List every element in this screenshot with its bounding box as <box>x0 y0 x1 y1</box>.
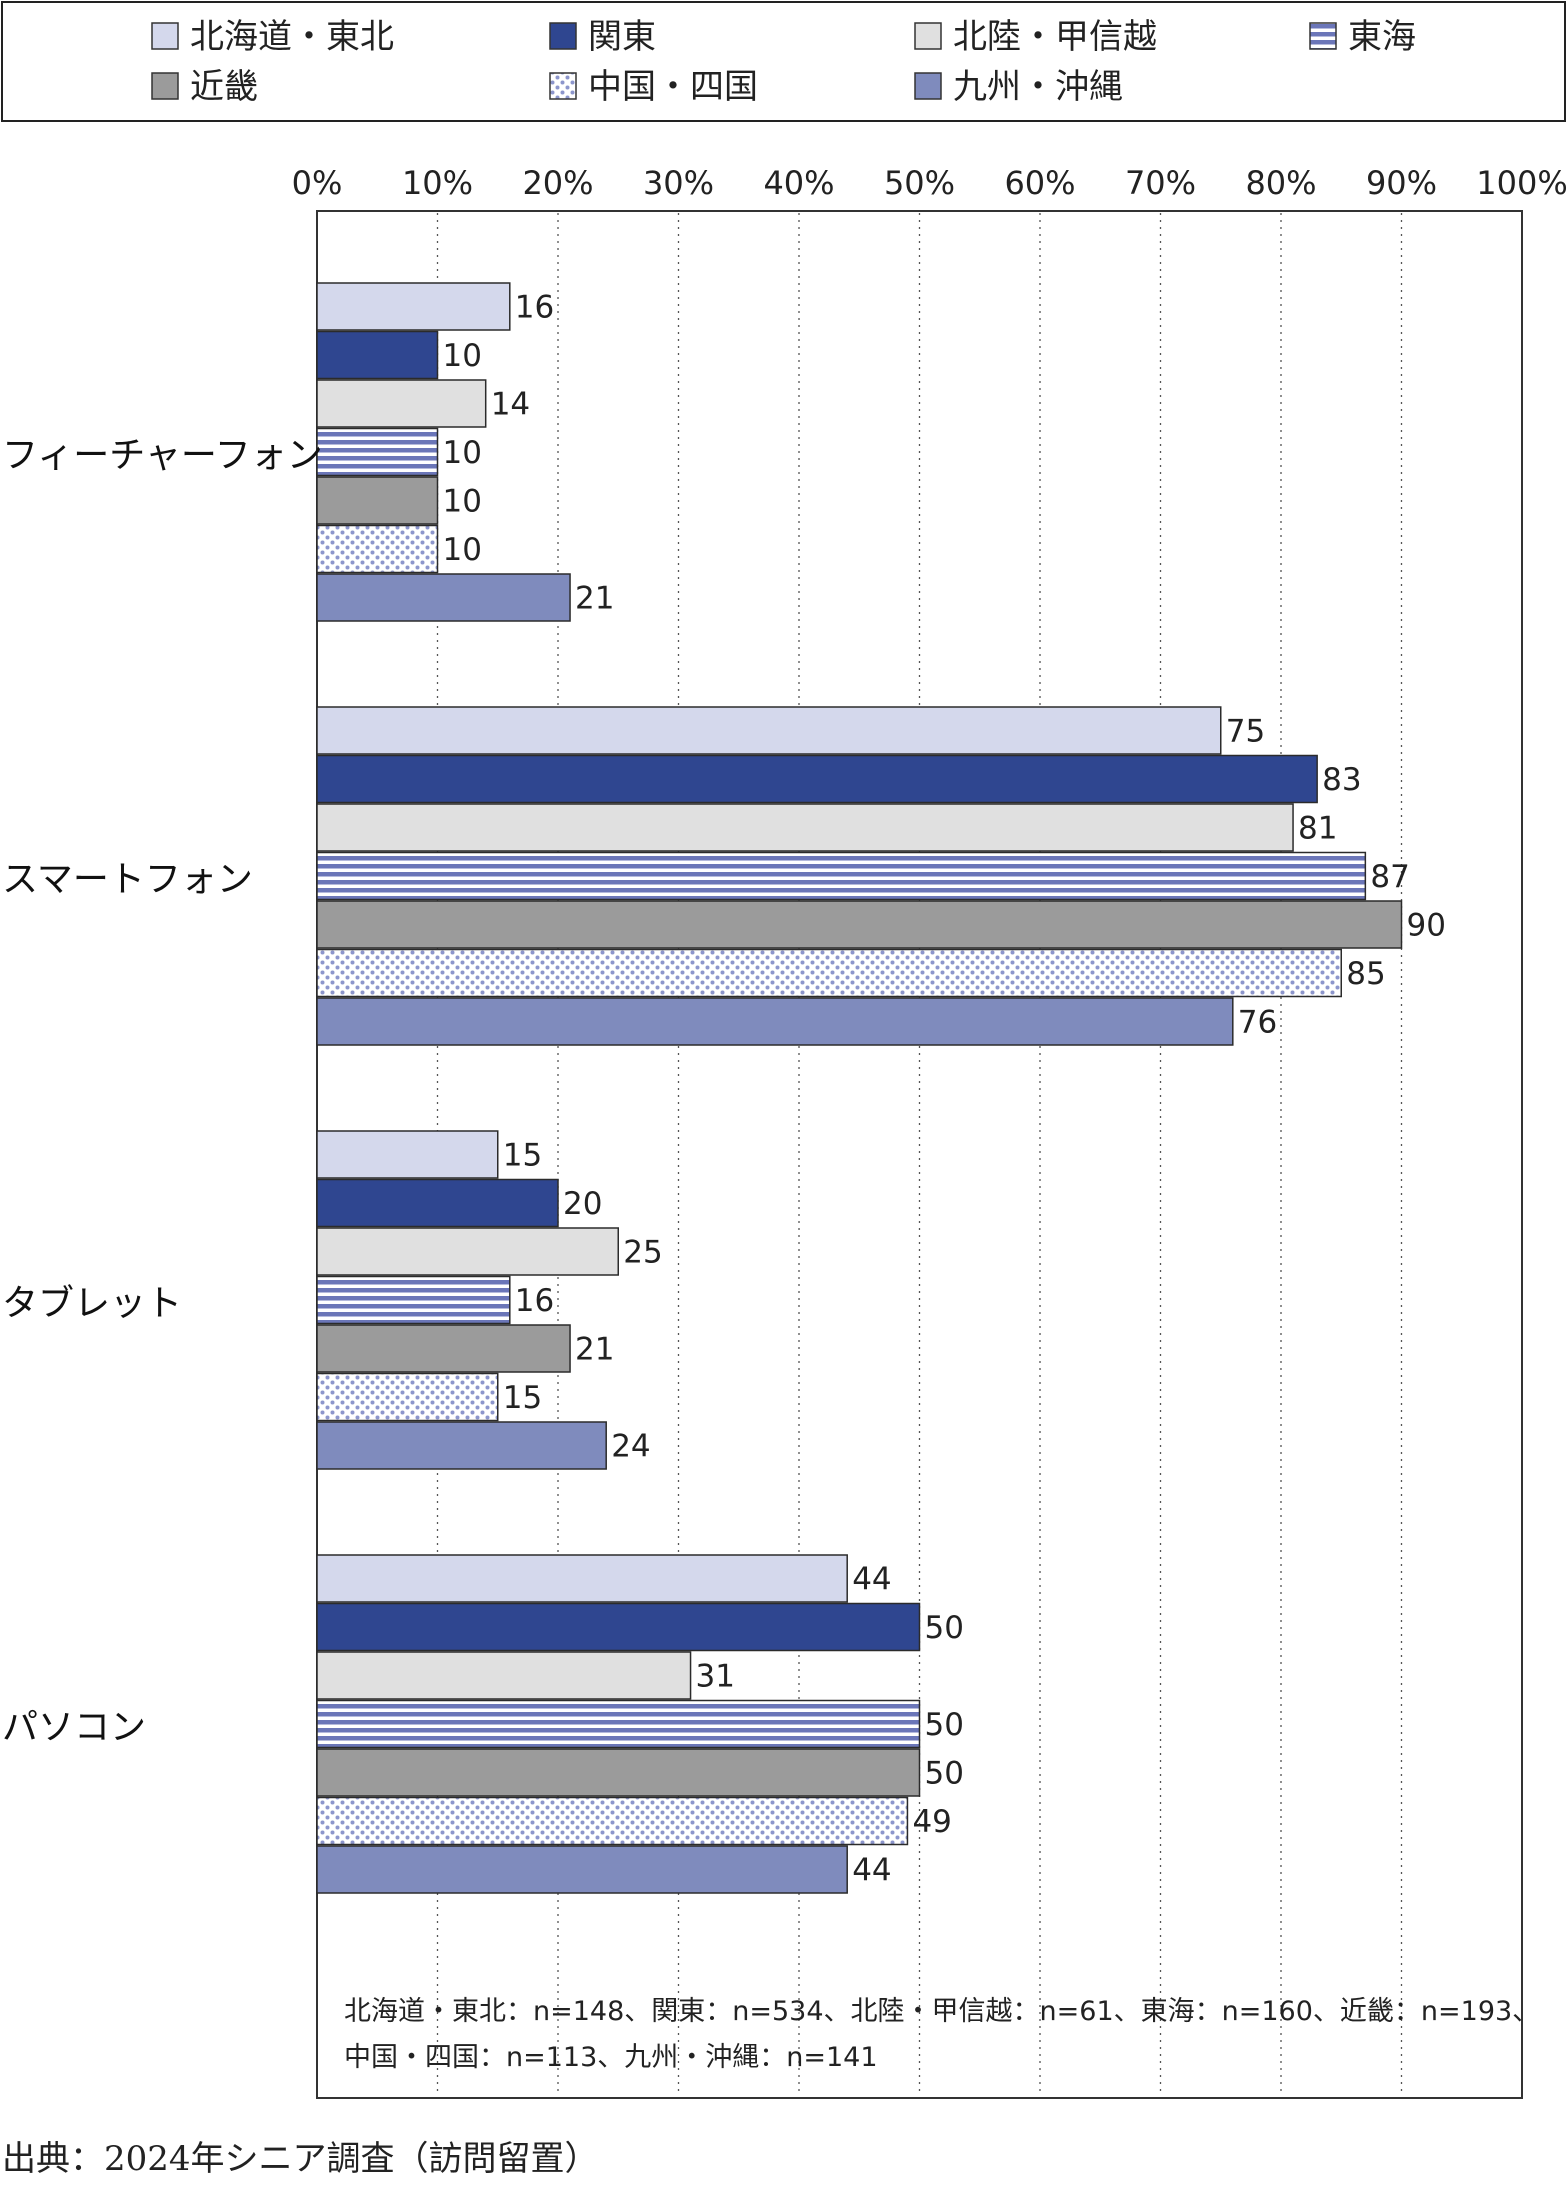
bar <box>316 948 1342 998</box>
x-tick-label: 70% <box>1125 164 1196 202</box>
x-tick-label: 80% <box>1245 164 1316 202</box>
bar <box>316 1421 607 1470</box>
bar-value-label: 49 <box>912 1804 951 1840</box>
note-line-1: 北海道・東北：n=148、関東：n=534、北陸・甲信越：n=61、東海：n=1… <box>344 1996 1539 2027</box>
category-label: タブレット <box>2 1283 182 1324</box>
bar <box>316 1227 619 1276</box>
bar-value-label: 25 <box>623 1235 662 1271</box>
legend-swatch <box>549 72 577 100</box>
legend-box <box>1 1 1566 122</box>
legend-swatch <box>151 22 179 50</box>
bar-value-label: 50 <box>925 1707 964 1743</box>
bar <box>316 1554 848 1603</box>
bar <box>316 997 1234 1046</box>
bar <box>316 1796 909 1846</box>
bar-value-label: 87 <box>1370 859 1409 895</box>
bar <box>316 573 571 622</box>
legend-swatch <box>914 72 942 100</box>
bar-value-label: 20 <box>563 1186 602 1222</box>
legend-swatch <box>151 72 179 100</box>
bar <box>316 1130 499 1179</box>
bar <box>316 706 1222 755</box>
source-note: 出典：2024年シニア調査（訪問留置） <box>2 2139 599 2179</box>
note-line-2: 中国・四国：n=113、九州・沖縄：n=141 <box>344 2042 878 2073</box>
x-axis-ticks: 0% 10% 20% 30% 40% 50% 60% 70% 80% 90% 100% <box>292 164 1568 202</box>
bar-value-label: 50 <box>925 1756 964 1792</box>
bar-value-label: 10 <box>443 338 482 374</box>
bar-value-label: 83 <box>1322 762 1361 798</box>
bar-value-label: 76 <box>1238 1005 1277 1041</box>
legend-label: 九州・沖縄 <box>953 67 1123 107</box>
bar <box>316 1845 848 1894</box>
legend-label: 北海道・東北 <box>190 17 394 57</box>
bar <box>316 282 511 331</box>
category-label: パソコン <box>2 1707 146 1748</box>
bar-value-label: 81 <box>1298 811 1337 847</box>
bar <box>316 1275 511 1325</box>
bar <box>316 1699 921 1749</box>
legend-label: 中国・四国 <box>588 67 758 107</box>
bar-value-label: 44 <box>852 1853 891 1889</box>
bar-value-label: 44 <box>852 1562 891 1598</box>
legend-label: 東海 <box>1348 17 1416 57</box>
x-tick-label: 40% <box>763 164 834 202</box>
bar-value-label: 16 <box>515 290 554 326</box>
bar <box>316 427 439 477</box>
bar <box>316 330 439 380</box>
sample-size-note: 北海道・東北：n=148、関東：n=534、北陸・甲信越：n=61、東海：n=1… <box>344 1996 1539 2073</box>
bar <box>316 1651 692 1700</box>
legend-label: 北陸・甲信越 <box>953 17 1157 57</box>
bar <box>316 851 1367 901</box>
bar-value-label: 75 <box>1226 714 1265 750</box>
bar <box>316 524 439 574</box>
bar <box>316 803 1294 852</box>
x-tick-label: 20% <box>522 164 593 202</box>
bar-value-label: 31 <box>696 1659 735 1695</box>
x-tick-label: 30% <box>643 164 714 202</box>
bar-value-label: 90 <box>1407 908 1446 944</box>
bar-value-label: 85 <box>1346 956 1385 992</box>
legend-swatch <box>1309 22 1337 50</box>
category-label: スマートフォン <box>2 859 253 900</box>
bar <box>316 1324 571 1373</box>
bar <box>316 1372 499 1422</box>
bar-value-label: 24 <box>611 1429 650 1465</box>
x-tick-label: 60% <box>1004 164 1075 202</box>
bar-value-label: 15 <box>503 1138 542 1174</box>
legend-label: 近畿 <box>190 67 258 107</box>
x-tick-label: 100% <box>1476 164 1567 202</box>
bar-value-label: 21 <box>575 1332 614 1368</box>
bar <box>316 379 487 428</box>
x-tick-label: 10% <box>402 164 473 202</box>
x-tick-label: 90% <box>1366 164 1437 202</box>
category-label: フィーチャーフォン <box>2 435 323 476</box>
bar-value-label: 10 <box>443 435 482 471</box>
bar <box>316 754 1318 804</box>
bar <box>316 1178 559 1228</box>
x-tick-label: 0% <box>292 164 343 202</box>
legend-label: 関東 <box>588 17 656 57</box>
bar-value-label: 10 <box>443 484 482 520</box>
bar-value-label: 14 <box>491 387 530 423</box>
x-tick-label: 50% <box>884 164 955 202</box>
bar <box>316 1602 921 1652</box>
bar <box>316 1748 921 1797</box>
legend-swatch <box>914 22 942 50</box>
bar-value-label: 15 <box>503 1380 542 1416</box>
bar <box>316 476 439 525</box>
bar-value-label: 16 <box>515 1283 554 1319</box>
bar-value-label: 21 <box>575 581 614 617</box>
bar-value-label: 10 <box>443 532 482 568</box>
legend-swatch <box>549 22 577 50</box>
bar-value-label: 50 <box>925 1610 964 1646</box>
bars: 1610141010102175838187908576152025162115… <box>316 282 1446 1894</box>
bar <box>316 900 1403 949</box>
